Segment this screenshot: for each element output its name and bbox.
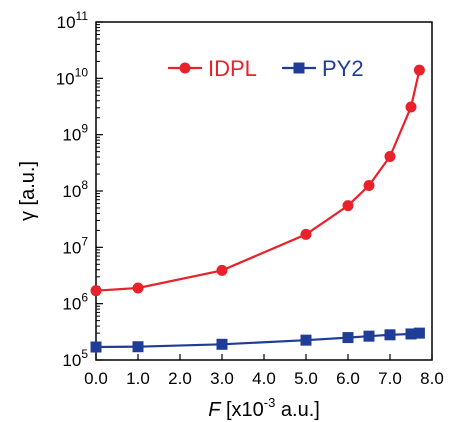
- y-tick-label-exponent: 11: [76, 9, 89, 23]
- y-tick-label-exponent: 8: [81, 178, 88, 192]
- x-axis-title-exponent: -3: [264, 395, 276, 410]
- data-point-idpl: [363, 180, 375, 192]
- data-point-idpl: [405, 101, 417, 113]
- series-idpl: [90, 64, 425, 297]
- x-tick-label: 8.0: [420, 369, 444, 388]
- y-tick-label: 107: [62, 234, 88, 257]
- plot-area-frame: [95, 21, 433, 361]
- data-point-py2: [384, 329, 396, 341]
- data-point-idpl: [342, 200, 354, 212]
- data-point-idpl: [384, 150, 396, 162]
- x-tick-label: 4.0: [252, 369, 276, 388]
- y-tick-label-exponent: 9: [81, 122, 88, 136]
- y-tick-label-base: 10: [62, 351, 81, 370]
- legend-entry-py2: PY2: [282, 56, 364, 81]
- y-tick-label-exponent: 6: [81, 291, 88, 305]
- axes: 0.0 1.0 2.0 3.0 4.0 5.0 6.0 7.0 8.01051061071081…: [56, 9, 444, 388]
- x-tick-label: 2.0: [168, 369, 192, 388]
- y-tick-label-base: 10: [62, 238, 81, 257]
- legend-label: PY2: [322, 56, 364, 81]
- legend-entry-idpl: IDPL: [168, 56, 257, 81]
- data-point-py2: [413, 327, 425, 339]
- data-point-py2: [363, 330, 375, 342]
- data-point-idpl: [216, 264, 228, 276]
- y-tick-label: 1010: [56, 65, 89, 88]
- x-axis-title-prefix: [x10: [220, 399, 263, 421]
- x-tick-label: 0.0: [84, 369, 108, 388]
- data-point-py2: [342, 332, 354, 344]
- legend: IDPL PY2: [168, 56, 364, 81]
- y-tick-label: 1011: [57, 9, 89, 32]
- x-tick-label: 5.0: [294, 369, 318, 388]
- legend-marker-circle: [179, 62, 191, 74]
- y-tick-label: 106: [62, 291, 88, 314]
- data-point-py2: [300, 334, 312, 346]
- y-tick-label-exponent: 7: [81, 234, 88, 248]
- y-tick-label: 105: [62, 347, 88, 370]
- y-tick-label-exponent: 5: [81, 347, 88, 361]
- y-tick-label-base: 10: [56, 69, 75, 88]
- data-point-py2: [216, 338, 228, 350]
- series-layer: [90, 64, 425, 353]
- y-tick-label: 109: [62, 122, 88, 145]
- x-axis-title-symbol: F: [208, 399, 222, 421]
- data-point-py2: [405, 328, 417, 340]
- legend-marker-square: [293, 62, 305, 74]
- y-tick-label-exponent: 10: [75, 65, 89, 79]
- x-tick-label: 6.0: [336, 369, 360, 388]
- data-point-idpl: [132, 282, 144, 294]
- y-tick-label-base: 10: [62, 182, 81, 201]
- data-point-py2: [90, 341, 102, 353]
- series-py2: [90, 327, 425, 353]
- y-tick-label: 108: [62, 178, 88, 201]
- y-tick-label-base: 10: [57, 13, 76, 32]
- y-tick-label-base: 10: [62, 295, 81, 314]
- x-axis-title-suffix: a.u.]: [275, 399, 319, 421]
- legend-label: IDPL: [208, 56, 257, 81]
- data-point-py2: [132, 341, 144, 353]
- x-tick-label: 1.0: [126, 369, 150, 388]
- data-point-idpl: [90, 285, 102, 297]
- x-tick-label: 7.0: [378, 369, 402, 388]
- data-point-idpl: [413, 64, 425, 76]
- y-tick-label-base: 10: [62, 126, 81, 145]
- y-axis-title: γ [a.u.]: [17, 161, 39, 221]
- data-point-idpl: [300, 228, 312, 240]
- x-tick-label: 3.0: [210, 369, 234, 388]
- x-axis-title: F [x10-3 a.u.]: [208, 395, 320, 421]
